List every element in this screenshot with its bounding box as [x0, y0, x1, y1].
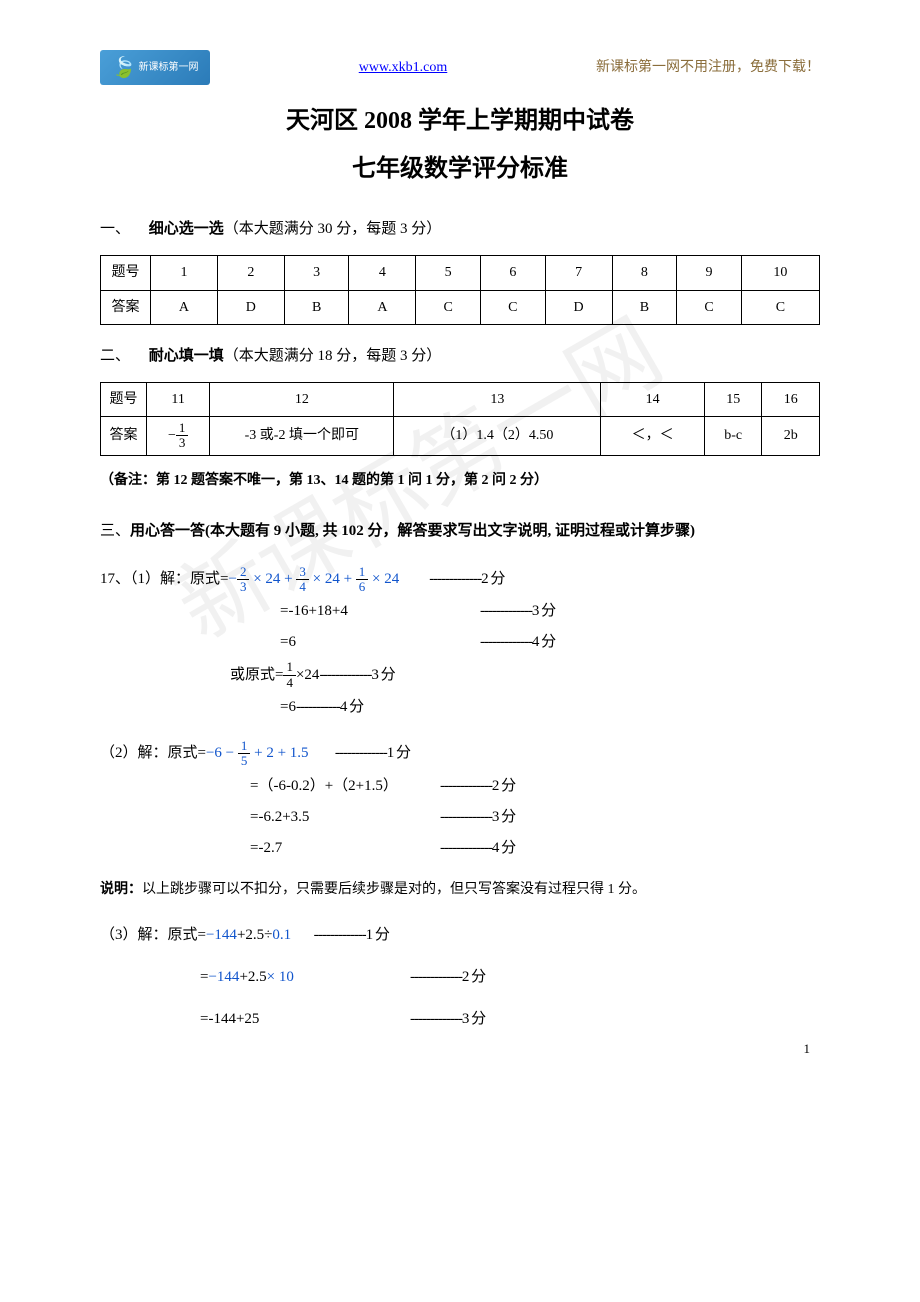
problem-17-3: （3）解：原式=−144+2.5÷0.1 -------------1 分 =−…: [100, 922, 820, 1033]
answer-12: -3 或-2 填一个即可: [210, 416, 394, 455]
section2-label: 二、 耐心填一填（本大题满分 18 分，每题 3 分）: [100, 343, 820, 370]
answer-16: 2b: [762, 416, 820, 455]
answer-15: b-c: [704, 416, 762, 455]
section3-title: 三、用心答一答(本大题有 9 小题, 共 102 分，解答要求写出文字说明, 证…: [100, 518, 820, 545]
leaf-icon: 🍃: [112, 50, 137, 86]
section1-table: 题号 1 2 3 4 5 6 7 8 9 10 答案 A D B A C C D…: [100, 255, 820, 324]
site-logo: 🍃 新课标第一网: [100, 50, 210, 85]
section2-table: 题号 11 12 13 14 15 16 答案 −13 -3 或-2 填一个即可…: [100, 382, 820, 456]
table-row-label: 答案: [101, 290, 151, 324]
section2-note: （备注：第 12 题答案不唯一，第 13、14 题的第 1 问 1 分，第 2 …: [100, 468, 820, 493]
problem-17-2: （2）解：原式= −6 − 15 + 2 + 1.5 -------------…: [100, 739, 820, 862]
logo-text: 新课标第一网: [138, 59, 198, 77]
section1-label: 一、 细心选一选（本大题满分 30 分，每题 3 分）: [100, 216, 820, 243]
page-number: 1: [804, 1037, 811, 1060]
answer-13: （1）1.4（2）4.50: [394, 416, 601, 455]
header-link[interactable]: www.xkb1.com: [359, 55, 448, 80]
problem-17-1: 17、（1）解：原式= −23 × 24 + 34 × 24 + 16 × 24…: [100, 565, 820, 721]
table-row-label: 答案: [101, 416, 147, 455]
answer-14: ＜，＜: [601, 416, 705, 455]
table-row-label: 题号: [101, 256, 151, 290]
header-row: 🍃 新课标第一网 www.xkb1.com 新课标第一网不用注册，免费下载！: [100, 50, 820, 85]
table-row-label: 题号: [101, 382, 147, 416]
header-tagline: 新课标第一网不用注册，免费下载！: [596, 55, 820, 80]
answer-11: −13: [147, 416, 210, 455]
title-sub: 七年级数学评分标准: [100, 148, 820, 191]
explanation: 说明：以上跳步骤可以不扣分，只需要后续步骤是对的，但只写答案没有过程只得 1 分…: [100, 877, 820, 902]
title-main: 天河区 2008 学年上学期期中试卷: [100, 100, 820, 143]
